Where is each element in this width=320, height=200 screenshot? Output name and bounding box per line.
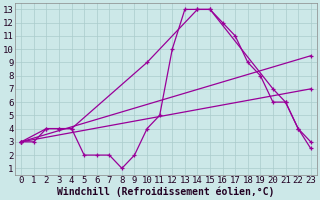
X-axis label: Windchill (Refroidissement éolien,°C): Windchill (Refroidissement éolien,°C) — [57, 187, 275, 197]
